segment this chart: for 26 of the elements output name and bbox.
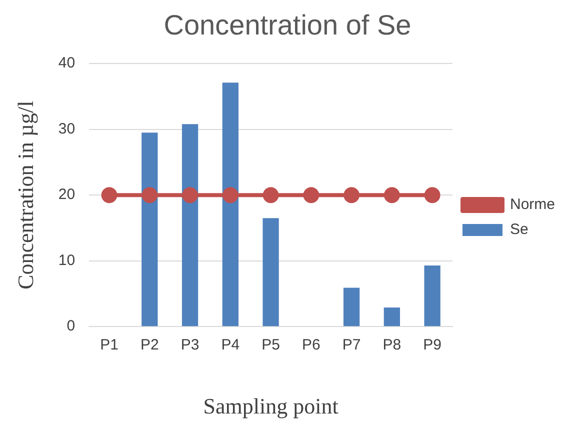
x-tick-label: P1 [100, 336, 118, 354]
bar [424, 265, 440, 326]
x-tick-label: P6 [302, 336, 320, 354]
legend-label: Se [510, 221, 528, 238]
bar [384, 308, 400, 326]
x-tick-label: P3 [180, 336, 200, 354]
y-tick-label: 0 [66, 318, 76, 335]
x-tick-label: P2 [140, 336, 159, 354]
y-tick-label: 10 [58, 252, 76, 269]
x-tick-label: P8 [382, 336, 402, 354]
y-axis-title: Concentration in µg/l [12, 100, 38, 290]
bar [182, 124, 198, 326]
bar [222, 82, 238, 326]
y-tick-label: 20 [58, 186, 76, 204]
x-tick-label: P9 [423, 336, 442, 354]
bar [142, 132, 158, 326]
x-tick-label: P5 [262, 336, 280, 354]
bar [262, 218, 279, 326]
x-axis-title: Sampling point [203, 394, 338, 419]
legend-label: Norme [510, 196, 556, 214]
y-tick-label: 30 [58, 120, 76, 138]
y-tick-label: 40 [58, 54, 76, 72]
chart-title: Concentration of Se [164, 10, 412, 41]
x-tick-label: P4 [221, 336, 240, 354]
bar [343, 288, 360, 326]
x-tick-label: P7 [342, 336, 361, 354]
